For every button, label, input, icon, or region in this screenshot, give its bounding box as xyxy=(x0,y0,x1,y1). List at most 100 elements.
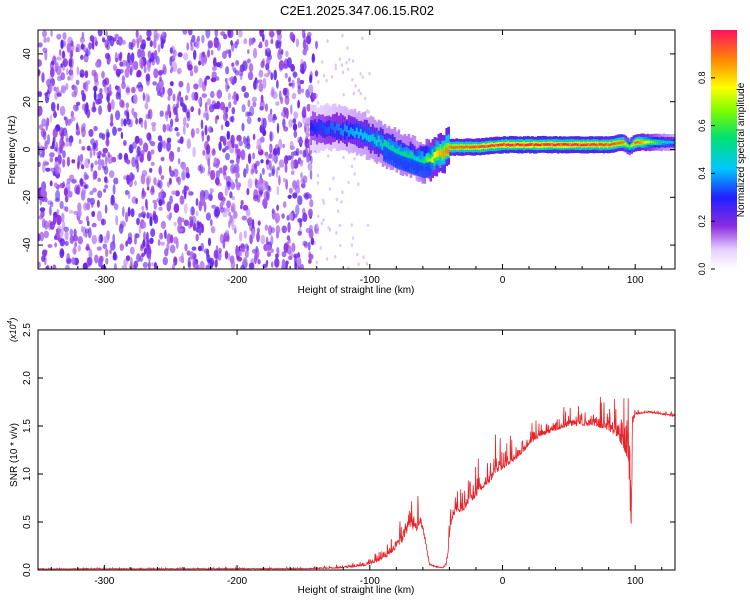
noise-blob xyxy=(169,234,174,244)
noise-blob xyxy=(38,105,43,116)
noise-blob xyxy=(46,134,51,145)
noise-blob xyxy=(290,104,293,115)
noise-blob xyxy=(69,69,74,81)
ridge-cell xyxy=(576,143,580,147)
noise-speckle xyxy=(316,225,319,230)
noise-blob xyxy=(256,138,262,147)
noise-blob xyxy=(162,256,168,266)
noise-blob xyxy=(197,35,200,43)
noise-blob xyxy=(228,211,231,217)
noise-speckle xyxy=(359,91,362,96)
noise-blob xyxy=(60,72,66,81)
noise-blob xyxy=(104,184,109,189)
ridge-cell xyxy=(664,140,667,144)
noise-blob xyxy=(120,118,124,127)
ridge-cell xyxy=(562,143,566,146)
ridge-marker xyxy=(485,145,488,148)
ridge-cell xyxy=(421,151,425,165)
ridge-cell xyxy=(411,152,415,159)
noise-blob xyxy=(260,136,265,143)
noise-speckle xyxy=(351,236,355,240)
noise-blob xyxy=(146,30,152,38)
noise-blob xyxy=(287,194,292,199)
noise-blob xyxy=(298,139,304,144)
ridge-cell xyxy=(548,143,552,146)
noise-blob xyxy=(79,177,84,187)
noise-blob xyxy=(94,160,98,166)
noise-blob xyxy=(256,227,260,234)
noise-blob xyxy=(302,106,307,115)
ridge-cell xyxy=(624,142,628,146)
noise-blob xyxy=(179,136,184,145)
noise-blob xyxy=(224,185,228,197)
noise-blob xyxy=(233,210,238,219)
noise-blob xyxy=(173,106,178,115)
ridge-cell xyxy=(552,143,556,147)
noise-blob xyxy=(214,30,219,38)
ridge-cell xyxy=(572,143,576,146)
noise-blob xyxy=(140,173,146,185)
noise-blob xyxy=(264,39,269,48)
noise-speckle xyxy=(340,63,344,67)
noise-blob xyxy=(67,36,73,45)
ridge-cell xyxy=(543,143,546,146)
noise-blob xyxy=(168,150,175,162)
noise-blob xyxy=(179,96,184,107)
noise-blob xyxy=(109,121,114,127)
noise-blob xyxy=(73,104,76,111)
noise-speckle xyxy=(334,66,337,71)
ridge-cell xyxy=(499,143,502,147)
ridge-marker xyxy=(448,145,451,149)
y-tick-label: 0.0 xyxy=(22,563,33,577)
noise-blob xyxy=(271,227,275,234)
noise-blob xyxy=(271,165,276,175)
noise-blob xyxy=(158,179,163,189)
noise-speckle xyxy=(316,173,320,178)
noise-blob xyxy=(235,172,240,179)
noise-blob xyxy=(160,40,164,49)
ridge-cell xyxy=(481,145,484,148)
noise-blob xyxy=(161,31,166,38)
noise-blob xyxy=(229,215,233,224)
noise-blob xyxy=(114,85,119,90)
noise-blob xyxy=(109,36,115,47)
noise-blob xyxy=(44,140,48,150)
noise-blob xyxy=(260,234,266,245)
noise-blob xyxy=(140,211,146,218)
noise-blob xyxy=(160,241,166,246)
noise-blob xyxy=(282,143,285,149)
noise-blob xyxy=(143,65,147,74)
noise-blob xyxy=(133,60,139,71)
noise-blob xyxy=(86,215,89,223)
y-tick-label: 0 xyxy=(22,146,33,152)
noise-blob xyxy=(49,180,53,187)
noise-blob xyxy=(233,163,239,173)
noise-blob xyxy=(220,196,226,202)
noise-blob xyxy=(54,164,59,176)
snr-x-label: Height of straight line (km) xyxy=(298,585,415,596)
noise-blob xyxy=(240,247,246,253)
noise-blob xyxy=(73,85,78,96)
noise-blob xyxy=(266,251,272,257)
noise-blob xyxy=(266,56,271,65)
noise-speckle xyxy=(339,243,342,248)
ridge-cell xyxy=(497,144,500,147)
noise-blob xyxy=(293,111,299,119)
noise-blob xyxy=(311,53,315,63)
noise-blob xyxy=(236,181,239,187)
noise-blob xyxy=(102,243,108,250)
ridge-cell xyxy=(459,145,462,149)
noise-blob xyxy=(299,149,303,155)
noise-blob xyxy=(61,52,66,59)
noise-blob xyxy=(276,146,281,156)
noise-speckle xyxy=(350,223,353,227)
noise-blob xyxy=(115,110,121,121)
noise-blob xyxy=(119,69,124,74)
noise-blob xyxy=(135,197,138,205)
noise-speckle xyxy=(350,164,354,169)
noise-blob xyxy=(219,233,224,244)
noise-blob xyxy=(306,155,310,163)
ridge-cell xyxy=(393,147,397,155)
noise-blob xyxy=(59,48,62,57)
